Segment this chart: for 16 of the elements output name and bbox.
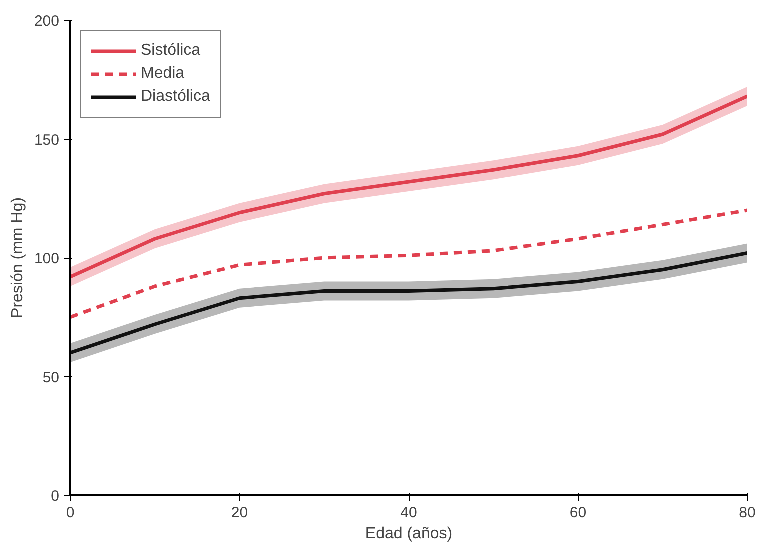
y-tick-label: 100	[34, 250, 60, 268]
x-tick-label: 40	[400, 504, 418, 522]
x-tick-label: 80	[739, 504, 756, 522]
legend-label: Sistólica	[141, 42, 201, 60]
legend-label: Media	[141, 65, 185, 83]
line-series	[70, 208, 748, 320]
x-tick-label: 20	[231, 504, 248, 522]
x-tick-label: 0	[66, 504, 75, 522]
y-axis-title: Presión (mm Hg)	[9, 198, 26, 318]
y-tick-label: 50	[42, 369, 60, 386]
y-tick-label: 0	[51, 488, 60, 505]
legend-label: Diastólica	[141, 88, 210, 106]
x-tick-label: 60	[570, 504, 587, 522]
x-axis-title: Edad (años)	[365, 526, 453, 542]
y-tick-label: 200	[34, 13, 60, 30]
y-tick-label: 150	[34, 132, 60, 149]
